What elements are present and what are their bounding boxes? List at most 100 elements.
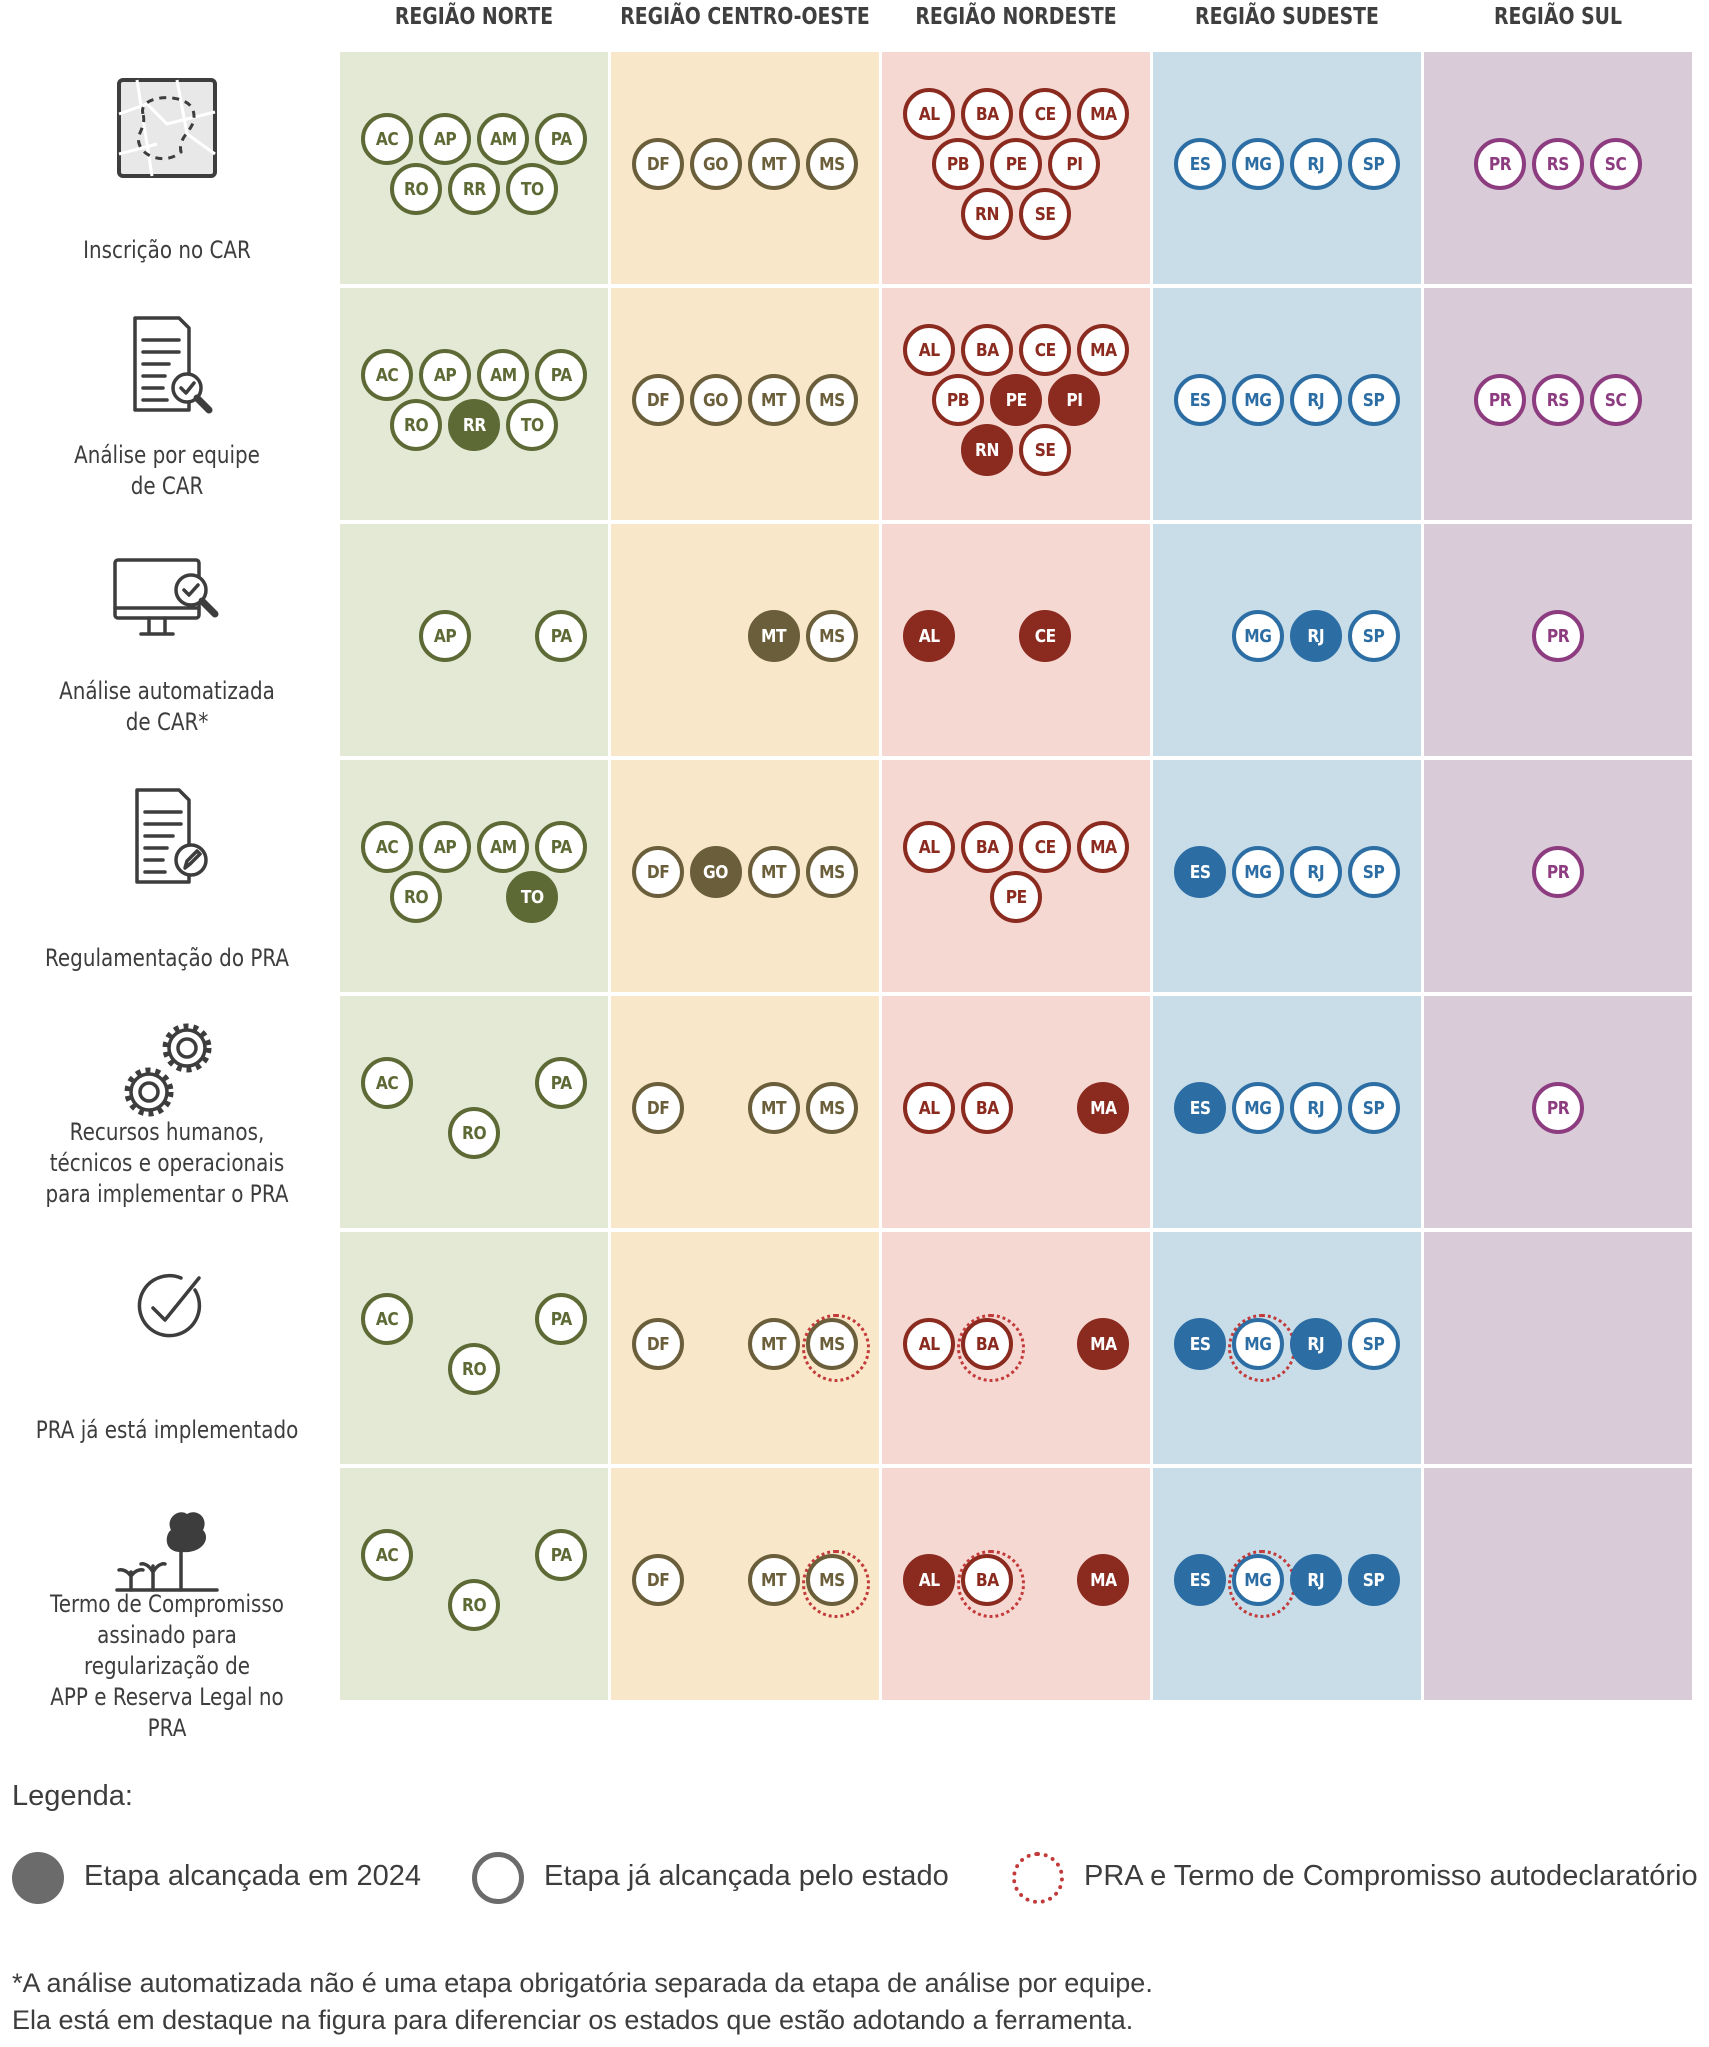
check-circle-icon xyxy=(0,1254,334,1364)
state-badge-rj: RJ xyxy=(1290,374,1342,426)
state-code: MT xyxy=(761,625,787,647)
state-badge-pe: PE xyxy=(990,871,1042,923)
state-code: AC xyxy=(375,1308,399,1330)
cell-nordeste: AL CE xyxy=(882,524,1150,756)
state-code: SP xyxy=(1363,389,1385,411)
state-badge-go: GO xyxy=(690,846,742,898)
state-badge-al: AL xyxy=(903,1082,955,1134)
cell-centro: DF MT MS xyxy=(611,996,879,1228)
state-code: PR xyxy=(1488,153,1512,175)
state-code: PA xyxy=(550,1308,572,1330)
state-code: AL xyxy=(918,339,940,361)
stage-row: Inscrição no CAR xyxy=(0,52,334,284)
state-badge-ms: MS xyxy=(802,1550,870,1618)
gears-icon xyxy=(0,1018,334,1128)
state-code: RR xyxy=(462,414,486,436)
state-code: SC xyxy=(1605,153,1627,175)
state-badge-mg: MG xyxy=(1232,374,1284,426)
state-badge-rs: RS xyxy=(1532,138,1584,190)
state-code: MA xyxy=(1089,1569,1117,1591)
stage-row: Análise automatizada de CAR* xyxy=(0,524,334,756)
state-badge-ms: MS xyxy=(806,374,858,426)
state-code: RO xyxy=(403,178,429,200)
cell-norte: AC AP AM PA RO RR TO xyxy=(340,288,608,520)
state-code: PR xyxy=(1488,389,1512,411)
state-badge-rr: RR xyxy=(448,163,500,215)
state-code: PB xyxy=(946,153,970,175)
state-code: AL xyxy=(918,625,940,647)
state-code: MA xyxy=(1089,836,1117,858)
legend-marker-dotted xyxy=(1012,1852,1064,1904)
state-code: MS xyxy=(819,389,845,411)
state-badge-ms: MS xyxy=(806,138,858,190)
state-code: AM xyxy=(489,128,517,150)
cell-sul: PR RS SC xyxy=(1424,52,1692,284)
footnote: *A análise automatizada não é uma etapa … xyxy=(12,1968,1153,2035)
state-code: GO xyxy=(703,153,729,175)
cell-sul xyxy=(1424,1232,1692,1464)
state-badge-mg: MG xyxy=(1228,1314,1296,1382)
stage-label: Recursos humanos, técnicos e operacionai… xyxy=(45,1118,289,1208)
legend-item-filled: Etapa alcançada em 2024 xyxy=(12,1852,692,1908)
state-code: MA xyxy=(1089,1333,1117,1355)
cell-nordeste: AL BA MA xyxy=(882,996,1150,1228)
state-code: AC xyxy=(375,836,399,858)
state-code: MS xyxy=(819,625,845,647)
state-badge-pa: PA xyxy=(535,821,587,873)
state-badge-go: GO xyxy=(690,138,742,190)
state-badge-ro: RO xyxy=(448,1107,500,1159)
state-code: PE xyxy=(1005,153,1027,175)
state-code: PA xyxy=(550,128,572,150)
state-badge-pb: PB xyxy=(932,374,984,426)
cell-norte: AC PA RO xyxy=(340,1232,608,1464)
state-code: BA xyxy=(975,339,999,361)
cell-sul: PR xyxy=(1424,996,1692,1228)
cell-sudeste: ES MG RJ SP xyxy=(1153,288,1421,520)
cell-sul: PR xyxy=(1424,524,1692,756)
state-badge-rj: RJ xyxy=(1290,610,1342,662)
state-badge-pr: PR xyxy=(1474,138,1526,190)
cell-sudeste: ES MG RJ SP xyxy=(1153,996,1421,1228)
state-code: MS xyxy=(819,153,845,175)
state-badge-rj: RJ xyxy=(1290,1082,1342,1134)
state-badge-sc: SC xyxy=(1590,138,1642,190)
computer-search-icon xyxy=(0,546,334,656)
state-badge-sp: SP xyxy=(1348,1082,1400,1134)
state-badge-ap: AP xyxy=(419,113,471,165)
state-code: RJ xyxy=(1307,625,1325,647)
state-badge-pr: PR xyxy=(1532,1082,1584,1134)
state-code: RO xyxy=(403,886,429,908)
state-code: BA xyxy=(975,836,999,858)
state-badge-to: TO xyxy=(506,163,558,215)
state-code: GO xyxy=(703,389,729,411)
state-badge-pe: PE xyxy=(990,374,1042,426)
state-badge-ap: AP xyxy=(419,821,471,873)
legend-item-dotted: PRA e Termo de Compromisso autodeclarató… xyxy=(1012,1852,1698,1908)
cell-sul: PR RS SC xyxy=(1424,288,1692,520)
state-badge-ma: MA xyxy=(1077,88,1129,140)
state-code: RN xyxy=(974,203,1000,225)
stage-row: Regulamentação do PRA xyxy=(0,760,334,992)
state-code: MG xyxy=(1244,153,1272,175)
state-badge-ce: CE xyxy=(1019,610,1071,662)
state-code: ES xyxy=(1189,861,1211,883)
stage-row: Termo de Compromisso assinado para regul… xyxy=(0,1468,334,1742)
cell-norte: AC AP AM PA RO TO xyxy=(340,760,608,992)
state-code: BA xyxy=(975,103,999,125)
cell-centro: DF MT MS xyxy=(611,1232,879,1464)
state-badge-pa: PA xyxy=(535,610,587,662)
state-code: DF xyxy=(646,1097,670,1119)
cell-sudeste: ES MG RJ SP xyxy=(1153,760,1421,992)
cell-centro: DF GO MT MS xyxy=(611,760,879,992)
state-badge-go: GO xyxy=(690,374,742,426)
state-badge-al: AL xyxy=(903,821,955,873)
state-code: PE xyxy=(1005,886,1027,908)
state-badge-ce: CE xyxy=(1019,821,1071,873)
region-header-sudeste: REGIÃO SUDESTE xyxy=(1195,4,1379,30)
stage-label: PRA já está implementado xyxy=(35,1416,299,1444)
cell-nordeste: AL BA MA xyxy=(882,1468,1150,1700)
state-badge-es: ES xyxy=(1174,1318,1226,1370)
state-badge-ma: MA xyxy=(1077,1554,1129,1606)
cell-sul: PR xyxy=(1424,760,1692,992)
state-code: DF xyxy=(646,1569,670,1591)
